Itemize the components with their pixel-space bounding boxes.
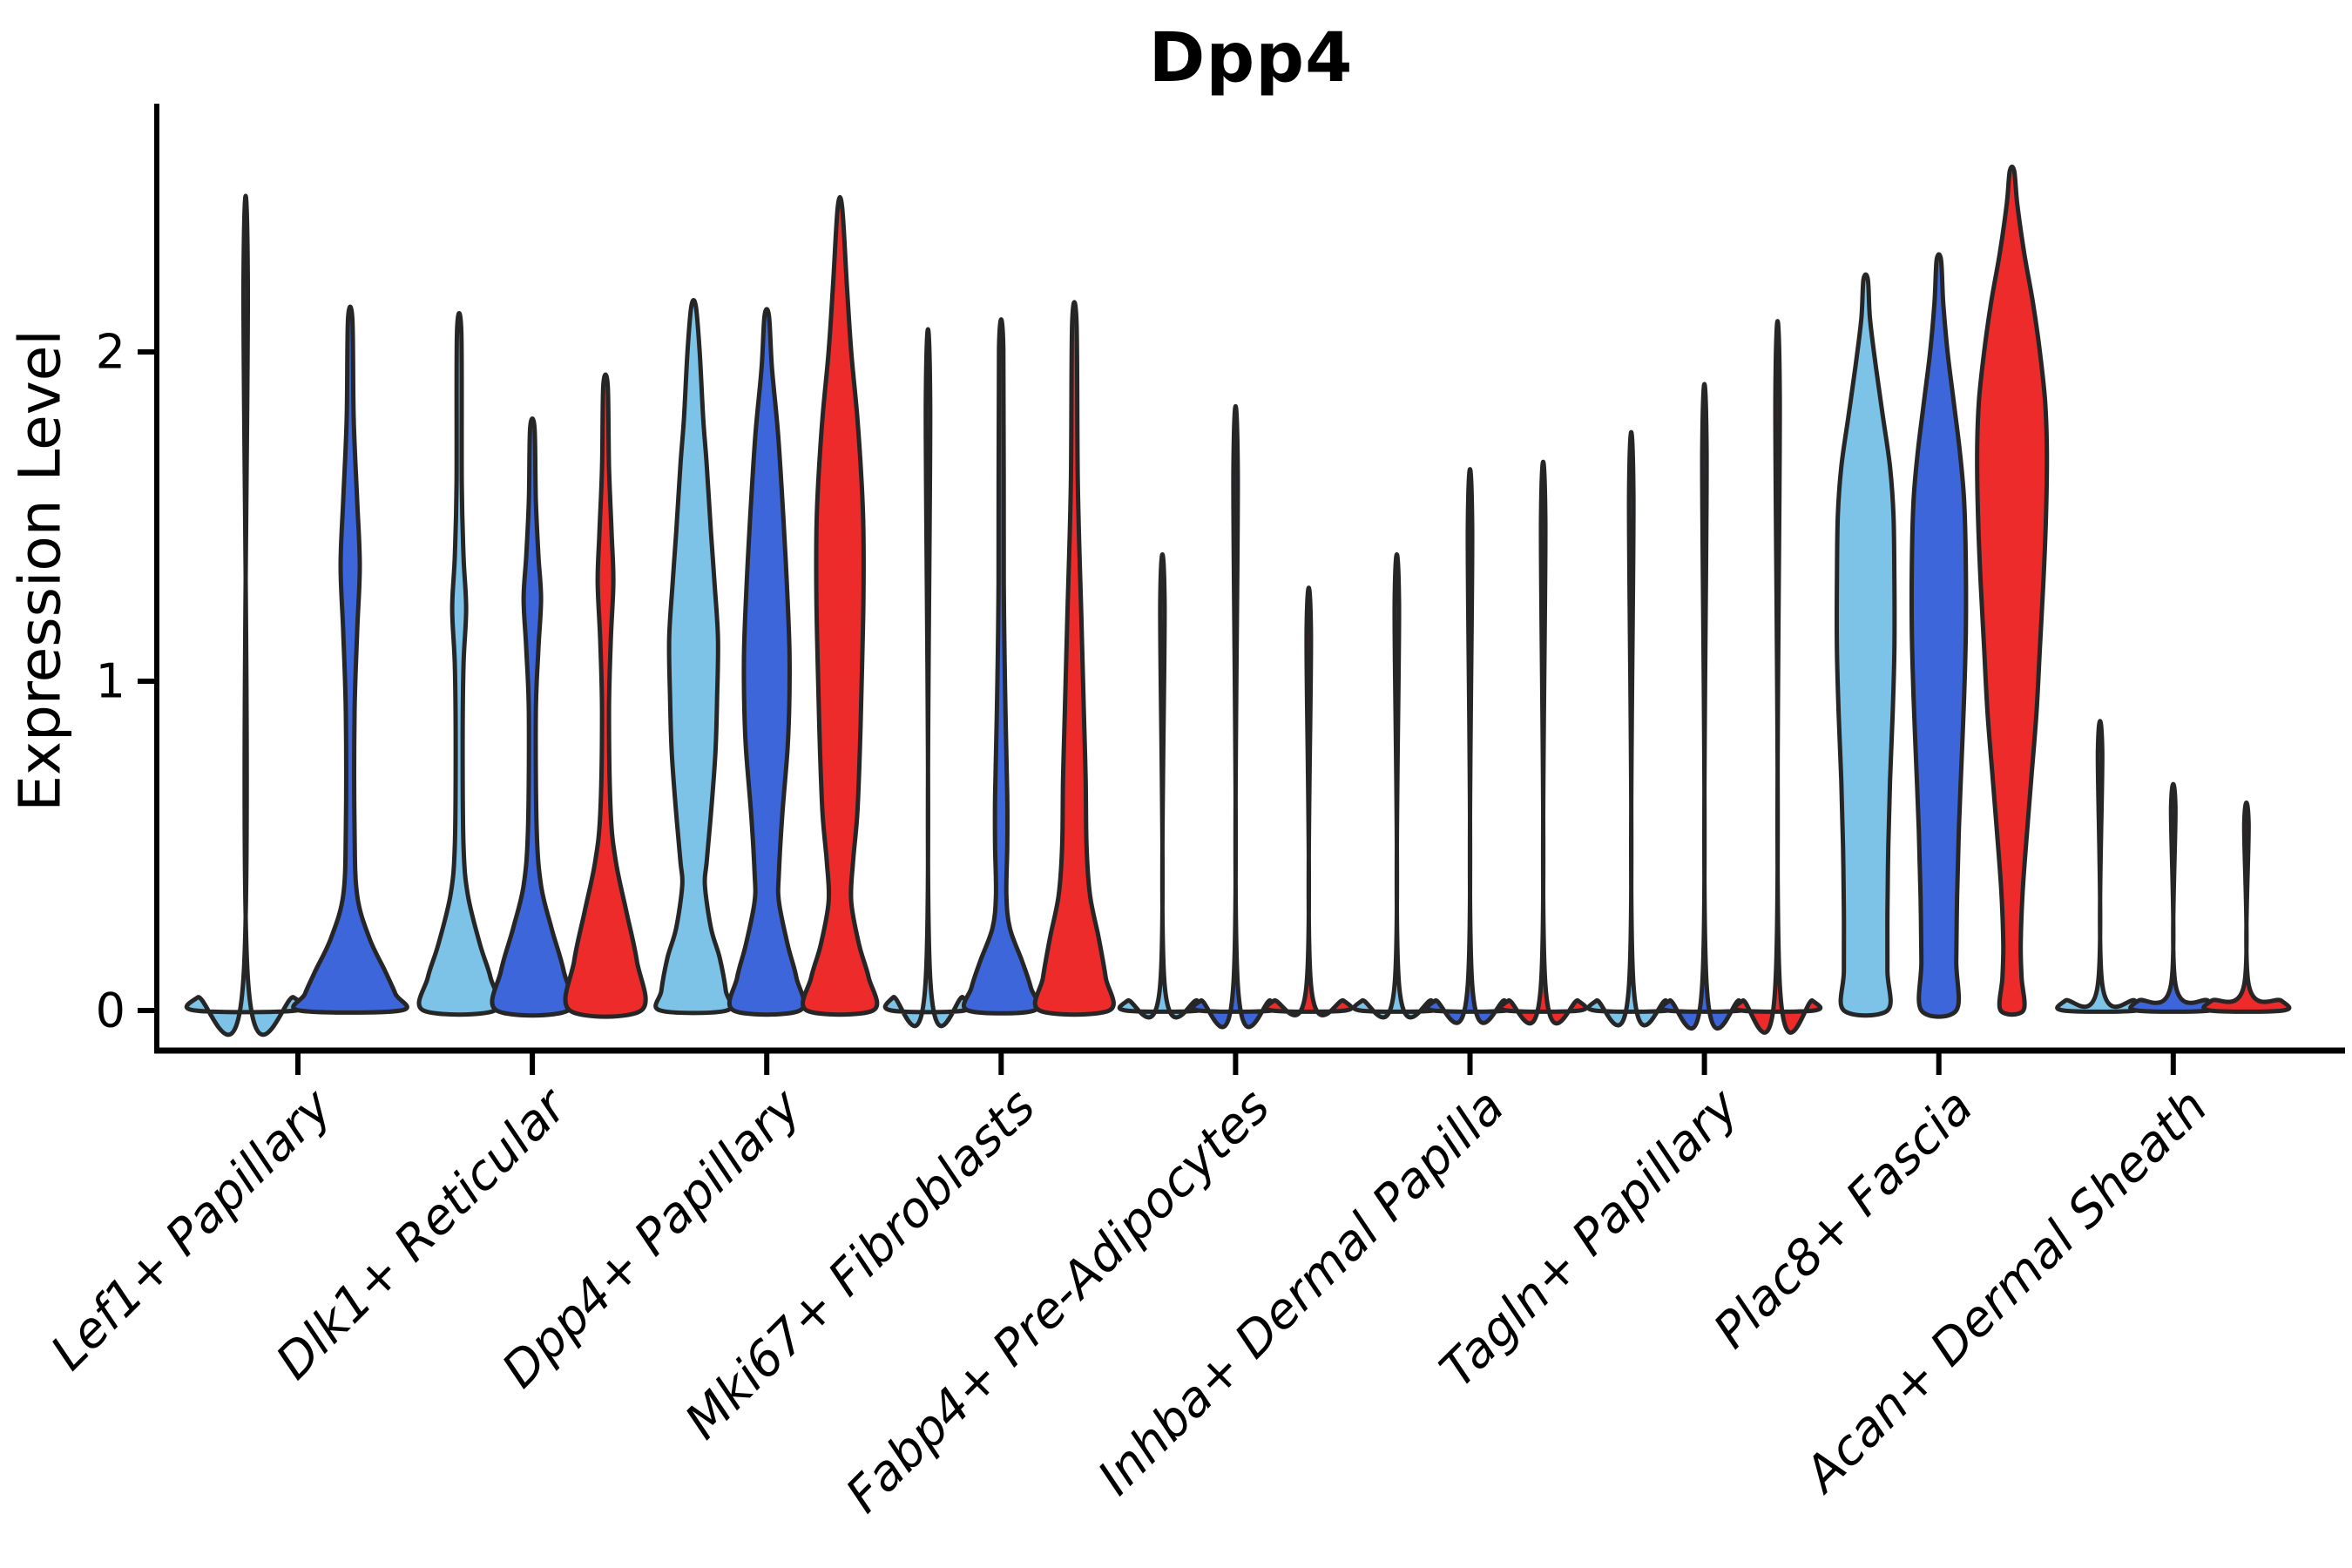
violin-lightblue — [1117, 552, 1208, 1020]
violin-red — [1975, 164, 2050, 1017]
x-category-label: Inhba+ Dermal Papilla — [1087, 1078, 1515, 1506]
violin-lightblue — [1351, 552, 1443, 1020]
violin-blue — [962, 317, 1041, 1016]
x-category-label: Acan+ Dermal Sheath — [1793, 1078, 2219, 1504]
violin-lightblue — [2055, 719, 2146, 1014]
violin-blue — [291, 304, 409, 1015]
violin-red — [1263, 585, 1355, 1017]
violin-lightblue — [1585, 429, 1677, 1028]
violin-lightblue — [1835, 272, 1897, 1018]
violin-red — [1732, 319, 1823, 1035]
y-tick-label: 0 — [96, 983, 125, 1038]
chart-title: Dpp4 — [1148, 19, 1354, 98]
violin-lightblue — [416, 311, 502, 1017]
violin-red — [2201, 801, 2292, 1014]
violin-red — [1032, 300, 1116, 1017]
violin-red — [801, 194, 880, 1017]
violin-blue — [1190, 404, 1281, 1030]
violin-blue — [1424, 467, 1516, 1025]
violin-lightblue — [184, 193, 308, 1037]
violin-blue — [2128, 781, 2219, 1014]
x-category-label: Fabp4+ Pre-Adipocytes — [835, 1078, 1281, 1524]
violin-lightblue — [882, 327, 973, 1029]
violin-lightblue — [653, 298, 734, 1016]
violin-blue — [1909, 252, 1969, 1019]
violin-blue — [1659, 382, 1750, 1031]
y-tick-label: 2 — [96, 325, 125, 380]
violin-red — [1497, 459, 1589, 1026]
violin-blue — [490, 416, 575, 1018]
violin-blue — [727, 307, 807, 1017]
violin-red — [563, 372, 648, 1019]
y-tick-label: 1 — [96, 654, 125, 709]
